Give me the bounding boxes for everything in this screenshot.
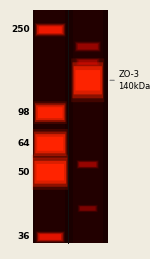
FancyBboxPatch shape [76, 43, 99, 51]
FancyBboxPatch shape [33, 158, 68, 187]
FancyBboxPatch shape [80, 206, 96, 211]
FancyBboxPatch shape [35, 134, 65, 153]
Text: 250: 250 [11, 25, 30, 34]
FancyBboxPatch shape [75, 42, 100, 51]
Bar [73, 10, 103, 243]
FancyBboxPatch shape [79, 206, 97, 211]
FancyBboxPatch shape [38, 233, 63, 241]
FancyBboxPatch shape [37, 25, 63, 34]
Text: 50: 50 [18, 168, 30, 177]
FancyBboxPatch shape [78, 44, 98, 49]
Text: 98: 98 [17, 108, 30, 117]
Bar [33, 10, 108, 243]
FancyBboxPatch shape [39, 26, 62, 33]
FancyBboxPatch shape [76, 58, 99, 66]
FancyBboxPatch shape [35, 103, 66, 122]
FancyBboxPatch shape [34, 101, 67, 124]
FancyBboxPatch shape [79, 162, 96, 167]
FancyBboxPatch shape [78, 60, 97, 64]
FancyBboxPatch shape [36, 164, 64, 181]
FancyBboxPatch shape [37, 232, 64, 242]
FancyBboxPatch shape [38, 107, 63, 118]
FancyBboxPatch shape [74, 66, 102, 95]
FancyBboxPatch shape [77, 59, 98, 65]
FancyBboxPatch shape [36, 24, 65, 35]
FancyBboxPatch shape [77, 161, 98, 168]
FancyBboxPatch shape [35, 23, 66, 37]
FancyBboxPatch shape [36, 105, 64, 120]
FancyBboxPatch shape [72, 62, 103, 98]
FancyBboxPatch shape [33, 129, 68, 159]
FancyBboxPatch shape [78, 205, 98, 212]
FancyBboxPatch shape [75, 70, 100, 91]
FancyBboxPatch shape [39, 234, 61, 240]
Text: 64: 64 [17, 139, 30, 148]
Text: ZO-3
140kDa: ZO-3 140kDa [118, 70, 150, 91]
FancyBboxPatch shape [32, 155, 69, 190]
Text: 36: 36 [18, 233, 30, 241]
FancyBboxPatch shape [34, 161, 66, 184]
FancyBboxPatch shape [37, 137, 63, 151]
Bar [35, 10, 65, 243]
FancyBboxPatch shape [71, 59, 104, 102]
FancyBboxPatch shape [34, 132, 66, 156]
FancyBboxPatch shape [78, 161, 98, 168]
FancyBboxPatch shape [36, 231, 65, 243]
